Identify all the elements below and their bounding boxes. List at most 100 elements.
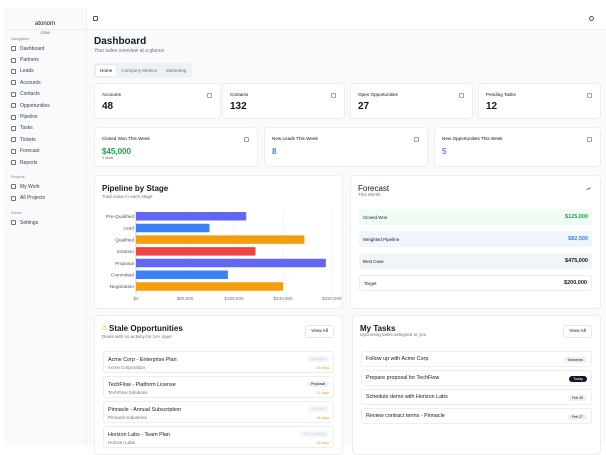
bar-committed	[136, 270, 228, 279]
opportunity-company: Pinnacle Industries	[108, 415, 147, 420]
sidebar-item-contacts[interactable]: Contacts	[4, 89, 86, 100]
forecast-icon	[11, 148, 16, 154]
bar-solution	[136, 247, 256, 256]
settings-icon	[11, 220, 16, 226]
y-tick-label: Pre-Qualified	[106, 214, 134, 220]
sidebar-item-accounts[interactable]: Accounts	[4, 77, 86, 88]
accounts-icon	[11, 80, 16, 86]
forecast-row-weighted-pipeline: Weighted Pipeline $82,500	[359, 231, 592, 247]
sidebar-section-label: Navigation	[11, 37, 29, 41]
stage-badge: Solution	[308, 406, 329, 412]
days-stale: 16 days	[316, 441, 329, 445]
sidebar-section-label: Projects	[11, 175, 25, 180]
stale-opportunity-item[interactable]: TechFlow - Platform License TechFlow Solu…	[103, 376, 334, 398]
pipeline-chart: $0 $80,000 $160,000 $240,000 $320,000 Pre-Qua…	[106, 210, 342, 301]
weekly-card-closed-won-this-week: Closed Won This Week $45,000 3 deals	[94, 127, 258, 167]
sidebar-item-label: Partners	[20, 57, 39, 64]
days-stale: 28 days	[316, 366, 329, 370]
pending-tasks-icon	[587, 93, 592, 98]
sidebar-item-opportunities[interactable]: Opportunities	[4, 100, 86, 111]
sidebar-item-tickets[interactable]: Tickets	[4, 134, 86, 145]
weekly-label: Closed Won This Week	[102, 136, 150, 141]
sidebar-item-forecast[interactable]: Forecast	[4, 146, 86, 157]
task-name: Prepare proposal for TechFlow	[366, 375, 440, 381]
y-tick-label: Qualified	[115, 237, 134, 243]
sidebar-item-my-work[interactable]: My Work	[4, 181, 86, 192]
tasks-subtitle: Upcoming tasks assigned to you	[360, 332, 427, 337]
sidebar-item-tasks[interactable]: Tasks	[4, 123, 86, 134]
stat-label: Accounts	[102, 92, 121, 97]
weekly-label: New Leads This Week	[272, 136, 318, 141]
sidebar-item-partners[interactable]: Partners	[4, 54, 86, 65]
sidebar-item-all-projects[interactable]: All Projects	[4, 193, 86, 204]
brand-sub: CRM	[40, 30, 50, 35]
all-projects-icon	[11, 195, 16, 201]
weekly-card-new-opportunities-this-week: New Opportunities This Week 5	[434, 127, 601, 167]
sidebar-item-settings[interactable]: Settings	[4, 217, 86, 228]
y-tick-label: Committed	[111, 272, 135, 278]
tasks-title: My Tasks	[360, 324, 396, 333]
task-name: Schedule demo with Horizon Labs	[366, 394, 448, 400]
x-tick-label: $160,000	[224, 296, 244, 301]
sidebar-item-pipeline[interactable]: Pipeline	[4, 111, 86, 122]
sidebar-item-label: Leads	[20, 68, 34, 75]
sidebar-item-dashboard[interactable]: Dashboard	[4, 43, 86, 54]
stat-label: Open Opportunities	[358, 92, 398, 97]
forecast-row-label: Weighted Pipeline	[363, 236, 400, 242]
sidebar-toggle-icon[interactable]	[93, 16, 98, 21]
pipeline-icon	[11, 114, 16, 120]
stale-title: Stale Opportunities	[109, 324, 183, 333]
tasks-view-all-button[interactable]: View All	[563, 325, 592, 338]
task-item[interactable]: Follow up with Acme Corp Tomorrow	[361, 351, 592, 367]
x-tick-label: $80,000	[177, 296, 194, 301]
y-tick-label: Negotiation	[110, 284, 135, 290]
top-bar	[87, 8, 606, 30]
sidebar-item-label: My Work	[20, 183, 40, 190]
pipeline-title: Pipeline by Stage	[102, 184, 169, 193]
sidebar: atonom CRM Navigation Dashboard Partners Le…	[4, 8, 87, 445]
forecast-row-value: $82,500	[568, 236, 588, 242]
contacts-icon	[11, 91, 16, 97]
page-subtitle: Your sales overview at a glance	[94, 48, 165, 54]
tab-company-metrics[interactable]: Company Metrics	[121, 68, 158, 73]
task-item[interactable]: Review contract terms - Pinnacle Feb 27	[361, 408, 592, 424]
forecast-card: Forecast This Month Closed Won $125,000 We…	[350, 175, 601, 309]
forecast-row-label: Closed Won	[363, 214, 388, 220]
stale-opportunity-item[interactable]: Pinnacle - Annual Subscription Pinnacle I…	[103, 401, 334, 423]
reports-icon	[11, 160, 16, 166]
sidebar-item-label: Pipeline	[20, 114, 38, 121]
contacts-icon	[331, 93, 336, 98]
tabs: Home Company Metrics Marketing	[94, 63, 193, 78]
stale-opportunities-card: Stale Opportunities ⚠ Deals with no acti…	[94, 315, 343, 455]
stale-opportunity-item[interactable]: Acme Corp - Enterprise Plan Acme Corporat…	[103, 351, 334, 373]
bar-negotiation	[136, 282, 283, 291]
theme-toggle-icon[interactable]	[589, 16, 594, 21]
partners-icon	[11, 57, 16, 63]
stat-label: Contacts	[230, 92, 249, 97]
pipeline-subtitle: Total value in each stage	[102, 194, 153, 199]
stale-view-all-button[interactable]: View All	[305, 325, 334, 338]
sidebar-item-leads[interactable]: Leads	[4, 66, 86, 77]
accounts-icon	[207, 93, 212, 98]
stat-card-accounts: Accounts 48	[94, 83, 221, 119]
sidebar-item-reports[interactable]: Reports	[4, 157, 86, 168]
x-tick-label: $320,000	[322, 296, 342, 301]
tickets-icon	[11, 137, 16, 143]
stage-badge: Proposal	[306, 381, 329, 387]
sidebar-item-label: Accounts	[20, 79, 41, 86]
trending-up-icon	[586, 187, 593, 194]
bar-proposal	[136, 258, 326, 268]
stat-label: Pending Tasks	[486, 92, 516, 97]
pipeline-card: Pipeline by Stage Total value in each st…	[94, 175, 343, 309]
task-item[interactable]: Prepare proposal for TechFlow Today	[361, 370, 592, 386]
app: atonom CRM Navigation Dashboard Partners Le…	[4, 8, 606, 455]
y-tick-label: Proposal	[115, 261, 134, 267]
tab-home[interactable]: Home	[96, 65, 117, 76]
sidebar-item-label: Tickets	[20, 136, 36, 143]
opportunity-name: Pinnacle - Annual Subscription	[108, 407, 182, 413]
sidebar-item-label: Reports	[20, 159, 38, 166]
tab-marketing[interactable]: Marketing	[166, 68, 187, 73]
logo: atonom CRM	[4, 8, 86, 35]
opportunity-company: Acme Corporation	[108, 365, 146, 370]
task-item[interactable]: Schedule demo with Horizon Labs Feb 25	[361, 389, 592, 405]
